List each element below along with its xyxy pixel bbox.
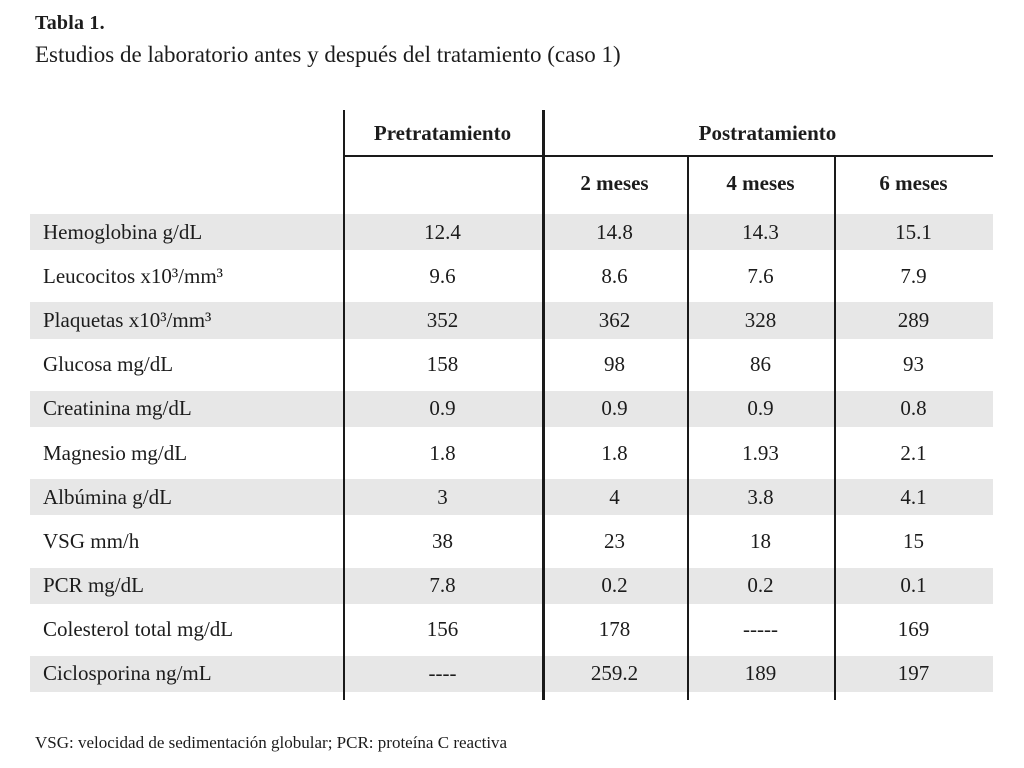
cell-value: 4.1 [900, 484, 927, 509]
table-row-vsg: VSG mm/h 38 23 18 15 [30, 519, 993, 563]
row-label: Hemoglobina g/dL [43, 219, 203, 244]
row-label: Plaquetas x10³/mm³ [43, 307, 212, 332]
table-row-plaquetas: Plaquetas x10³/mm³ 352 362 328 289 [30, 298, 993, 342]
table-row-ciclosporina: Ciclosporina ng/mL ---- 259.2 189 197 [30, 652, 993, 696]
table-footnote: VSG: velocidad de sedimentación globular… [35, 733, 508, 752]
cell-value: 98 [604, 352, 625, 377]
table-row-albumina: Albúmina g/dL 3 4 3.8 4.1 [30, 475, 993, 519]
cell-value: 14.3 [742, 219, 779, 244]
cell-value: 7.6 [747, 263, 774, 288]
row-label: PCR mg/dL [43, 573, 144, 598]
row-label: Glucosa mg/dL [43, 352, 174, 377]
table-body: Hemoglobina g/dL 12.4 14.8 14.3 15.1 Leu… [30, 210, 993, 696]
cell-value: 0.9 [429, 396, 456, 421]
row-label: Colesterol total mg/dL [43, 617, 234, 642]
table-row-leucocitos: Leucocitos x10³/mm³ 9.6 8.6 7.6 7.9 [30, 254, 993, 298]
cell-value: ---- [428, 661, 457, 686]
table-row-pcr: PCR mg/dL 7.8 0.2 0.2 0.1 [30, 564, 993, 608]
cell-value: 352 [426, 307, 459, 332]
cell-value: 156 [426, 617, 459, 642]
cell-value: 93 [903, 352, 924, 377]
cell-value: 259.2 [590, 661, 639, 686]
cell-value: 7.8 [429, 573, 456, 598]
header-row-months: 2 meses 4 meses 6 meses [30, 156, 993, 210]
row-label: Magnesio mg/dL [43, 440, 188, 465]
cell-value: 14.8 [596, 219, 633, 244]
cell-value: 362 [598, 307, 631, 332]
row-label: Creatinina mg/dL [43, 396, 192, 421]
cell-value: 12.4 [424, 219, 461, 244]
row-label: VSG mm/h [43, 528, 140, 553]
header-empty-cell [30, 110, 343, 156]
cell-value: 23 [604, 528, 625, 553]
cell-value: 178 [598, 617, 631, 642]
cell-value: 0.9 [747, 396, 774, 421]
lab-results-table: Pretratamiento Postratamiento 2 meses 4 … [30, 110, 993, 700]
cell-value: 9.6 [429, 263, 456, 288]
row-label: Albúmina g/dL [43, 484, 172, 509]
cell-value: 2.1 [900, 440, 927, 465]
cell-value: 197 [897, 661, 930, 686]
cell-value: 1.8 [601, 440, 628, 465]
table-rule-vertical-4m-6m [834, 156, 836, 700]
cell-value: 0.8 [900, 396, 927, 421]
cell-value: 0.9 [601, 396, 628, 421]
table-rule-vertical-labels [343, 110, 345, 700]
row-label: Leucocitos x10³/mm³ [43, 263, 223, 288]
table-row-creatinina: Creatinina mg/dL 0.9 0.9 0.9 0.8 [30, 387, 993, 431]
table-row-glucosa: Glucosa mg/dL 158 98 86 93 [30, 343, 993, 387]
cell-value: 38 [432, 528, 453, 553]
table-rule-horizontal-header [343, 155, 993, 157]
cell-value: 4 [609, 484, 620, 509]
table-row-colesterol: Colesterol total mg/dL 156 178 ----- 169 [30, 608, 993, 652]
column-header-postratamiento: Postratamiento [698, 120, 837, 145]
row-label: Ciclosporina ng/mL [43, 661, 212, 686]
header-empty-cell [30, 156, 343, 210]
table-title: Tabla 1. [35, 12, 105, 34]
cell-value: 158 [426, 352, 459, 377]
cell-value: 3 [437, 484, 448, 509]
cell-value: 189 [744, 661, 777, 686]
header-row-groups: Pretratamiento Postratamiento [30, 110, 993, 156]
table-row-hemoglobina: Hemoglobina g/dL 12.4 14.8 14.3 15.1 [30, 210, 993, 254]
table-subtitle: Estudios de laboratorio antes y después … [35, 42, 621, 67]
column-header-2-meses: 2 meses [580, 170, 649, 195]
cell-value: 0.1 [900, 573, 927, 598]
cell-value: 0.2 [601, 573, 628, 598]
cell-value: 86 [750, 352, 771, 377]
cell-value: 0.2 [747, 573, 774, 598]
table-rule-vertical-2m-4m [687, 156, 689, 700]
header-empty-cell [343, 156, 542, 210]
column-header-6-meses: 6 meses [879, 170, 948, 195]
table-row-magnesio: Magnesio mg/dL 1.8 1.8 1.93 2.1 [30, 431, 993, 475]
table-rule-vertical-pre-post [542, 110, 545, 700]
column-header-pretratamiento: Pretratamiento [373, 120, 512, 145]
cell-value: 1.93 [742, 440, 779, 465]
cell-value: 7.9 [900, 263, 927, 288]
cell-value: 1.8 [429, 440, 456, 465]
cell-value: 169 [897, 617, 930, 642]
cell-value: 8.6 [601, 263, 628, 288]
cell-value: 15 [903, 528, 924, 553]
cell-value: 15.1 [895, 219, 932, 244]
cell-value: 289 [897, 307, 930, 332]
cell-value: 328 [744, 307, 777, 332]
cell-value: 18 [750, 528, 771, 553]
cell-value: 3.8 [747, 484, 774, 509]
cell-value: ----- [743, 617, 778, 642]
column-header-4-meses: 4 meses [726, 170, 795, 195]
